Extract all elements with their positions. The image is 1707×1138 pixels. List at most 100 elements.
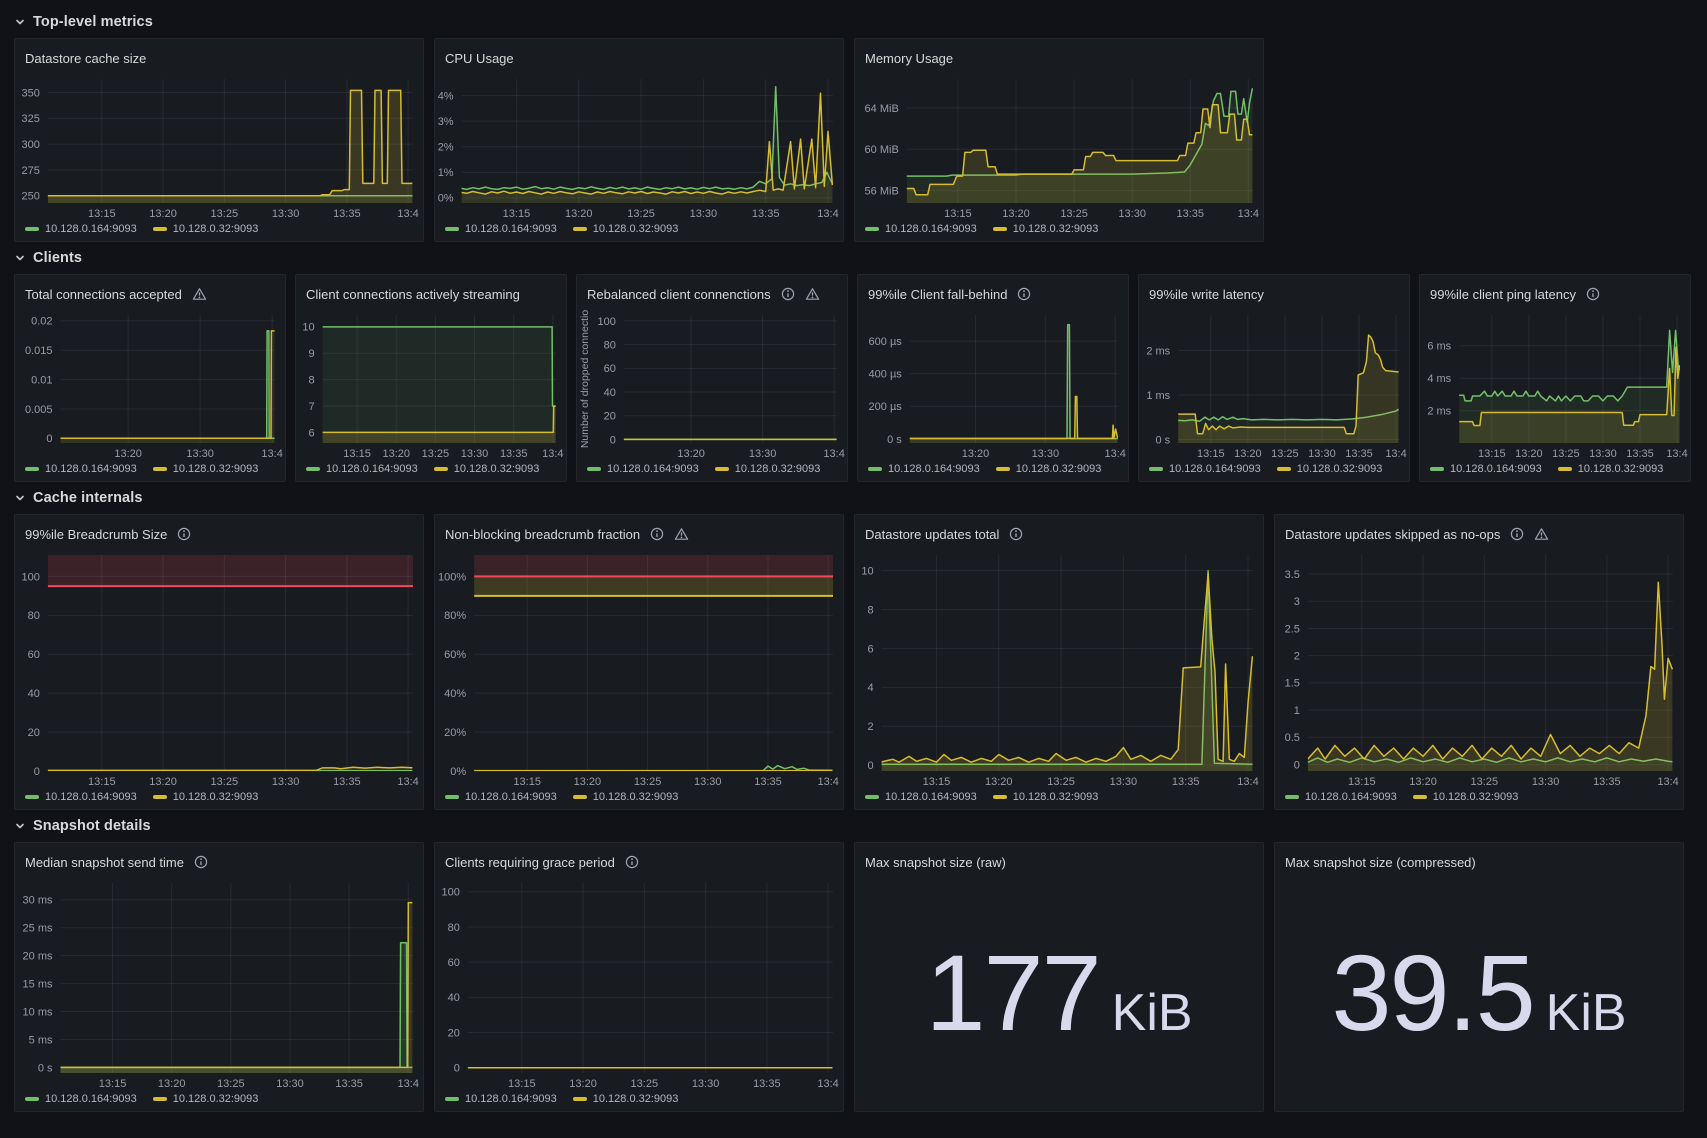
- panel-title[interactable]: Datastore cache size: [25, 50, 147, 66]
- legend-item-0[interactable]: 10.128.0.164:9093: [587, 463, 699, 475]
- chart-grace_period[interactable]: 0 20 40 60 80 100 13:15 13:20 13:25 13:30 13:35 13:…: [435, 875, 843, 1091]
- panel-header-max_compressed[interactable]: Max snapshot size (compressed): [1275, 843, 1683, 875]
- legend-item-0[interactable]: 10.128.0.164:9093: [25, 223, 137, 235]
- legend-item-0[interactable]: 10.128.0.164:9093: [865, 791, 977, 803]
- section-header-1[interactable]: Clients: [14, 246, 1693, 270]
- chart-nonblocking_fraction[interactable]: 0% 20% 40% 60% 80% 100% 13:15 13:20 13:25 13:30 13…: [435, 547, 843, 789]
- legend-item-1[interactable]: 10.128.0.32:9093: [572, 223, 678, 235]
- chevron-down-icon[interactable]: [14, 820, 26, 832]
- chart-cpu_usage[interactable]: 0% 1% 2% 3% 4% 13:15 13:20 13:25 13:30 13:35 13:4: [435, 71, 843, 221]
- legend-item-0[interactable]: 10.128.0.164:9093: [445, 1093, 557, 1105]
- warning-icon[interactable]: [1534, 527, 1549, 541]
- section-header-0[interactable]: Top-level metrics: [14, 10, 1693, 34]
- panel-header-max_raw[interactable]: Max snapshot size (raw): [855, 843, 1263, 875]
- chevron-down-icon[interactable]: [14, 16, 26, 28]
- chart-updates_noops[interactable]: 0 0.5 1 1.5 2 2.5 3 3.5 13:15 13:20 13:25 13:30 13:3…: [1275, 547, 1683, 789]
- panel-header-rebalanced[interactable]: Rebalanced client connenctions: [577, 275, 847, 307]
- chart-fall_behind[interactable]: 0 s 200 µs 400 µs 600 µs 13:20 13:30 13:4: [858, 307, 1128, 461]
- legend-item-0[interactable]: 10.128.0.164:9093: [445, 791, 557, 803]
- panel-title[interactable]: 99%ile client ping latency: [1430, 286, 1576, 302]
- panel-title[interactable]: Max snapshot size (raw): [865, 854, 1006, 870]
- legend-item-1[interactable]: 10.128.0.32:9093: [152, 1093, 258, 1105]
- info-icon[interactable]: [1017, 287, 1031, 301]
- panel-header-updates_noops[interactable]: Datastore updates skipped as no-ops: [1275, 515, 1683, 547]
- panel-header-breadcrumb_size[interactable]: 99%ile Breadcrumb Size: [15, 515, 423, 547]
- legend-item-1[interactable]: 10.128.0.32:9093: [572, 791, 678, 803]
- panel-title[interactable]: Datastore updates total: [865, 526, 1000, 542]
- panel-header-updates_total[interactable]: Datastore updates total: [855, 515, 1263, 547]
- legend-item-0[interactable]: 10.128.0.164:9093: [25, 791, 137, 803]
- legend-item-0[interactable]: 10.128.0.164:9093: [445, 223, 557, 235]
- legend-item-1[interactable]: 10.128.0.32:9093: [572, 1093, 678, 1105]
- panel-header-memory_usage[interactable]: Memory Usage: [855, 39, 1263, 71]
- panel-title[interactable]: Rebalanced client connenctions: [587, 286, 771, 302]
- panel-title[interactable]: Client connections actively streaming: [306, 286, 520, 302]
- panel-title[interactable]: Median snapshot send time: [25, 854, 184, 870]
- legend-item-0[interactable]: 10.128.0.164:9093: [306, 463, 418, 475]
- legend-item-0[interactable]: 10.128.0.164:9093: [1149, 463, 1261, 475]
- chart-write_latency[interactable]: 0 s 1 ms 2 ms 13:15 13:20 13:25 13:30 13:35 13:4: [1139, 307, 1409, 461]
- legend-item-0[interactable]: 10.128.0.164:9093: [25, 1093, 137, 1105]
- panel-title[interactable]: Total connections accepted: [25, 286, 182, 302]
- info-icon[interactable]: [625, 855, 639, 869]
- legend-item-1[interactable]: 10.128.0.32:9093: [1412, 791, 1518, 803]
- info-icon[interactable]: [194, 855, 208, 869]
- legend-item-1[interactable]: 10.128.0.32:9093: [714, 463, 820, 475]
- legend-item-1[interactable]: 10.128.0.32:9093: [995, 463, 1101, 475]
- panel-header-cpu_usage[interactable]: CPU Usage: [435, 39, 843, 71]
- chart-updates_total[interactable]: 0 2 4 6 8 10 13:15 13:20 13:25 13:30 13:35 13:4: [855, 547, 1263, 789]
- panel-header-cache_size[interactable]: Datastore cache size: [15, 39, 423, 71]
- chart-cache_size[interactable]: 250 275 300 325 350 13:15 13:20 13:25 13:30 13:35…: [15, 71, 423, 221]
- legend-item-1[interactable]: 10.128.0.32:9093: [152, 223, 258, 235]
- chevron-down-icon[interactable]: [14, 492, 26, 504]
- panel-header-ping_latency[interactable]: 99%ile client ping latency: [1420, 275, 1690, 307]
- panel-title[interactable]: Datastore updates skipped as no-ops: [1285, 526, 1501, 542]
- panel-title[interactable]: 99%ile write latency: [1149, 286, 1264, 302]
- chart-median_send[interactable]: 0 s 5 ms 10 ms 15 ms 20 ms 25 ms 30 ms 13:15 13:…: [15, 875, 423, 1091]
- chart-total_conns[interactable]: 0 0.005 0.01 0.015 0.02 13:20 13:30 13:4: [15, 307, 285, 461]
- warning-icon[interactable]: [805, 287, 820, 301]
- panel-header-write_latency[interactable]: 99%ile write latency: [1139, 275, 1409, 307]
- chevron-down-icon[interactable]: [14, 252, 26, 264]
- info-icon[interactable]: [1009, 527, 1023, 541]
- legend-item-0[interactable]: 10.128.0.164:9093: [868, 463, 980, 475]
- legend-item-0[interactable]: 10.128.0.164:9093: [865, 223, 977, 235]
- chart-streaming[interactable]: 6 7 8 9 10 13:15 13:20 13:25 13:30 13:35 13:4: [296, 307, 566, 461]
- warning-icon[interactable]: [192, 287, 207, 301]
- panel-title[interactable]: 99%ile Client fall-behind: [868, 286, 1008, 302]
- panel-title[interactable]: Non-blocking breadcrumb fraction: [445, 526, 641, 542]
- panel-header-fall_behind[interactable]: 99%ile Client fall-behind: [858, 275, 1128, 307]
- panel-header-total_conns[interactable]: Total connections accepted: [15, 275, 285, 307]
- legend-item-1[interactable]: 10.128.0.32:9093: [152, 463, 258, 475]
- chart-memory_usage[interactable]: 56 MiB 60 MiB 64 MiB 13:15 13:20 13:25 13:30 13…: [855, 71, 1263, 221]
- chart-rebalanced[interactable]: 0 20 40 60 80 100 13:20 13:30 13:4 Number of drop…: [577, 307, 847, 461]
- section-header-2[interactable]: Cache internals: [14, 486, 1693, 510]
- legend-item-1[interactable]: 10.128.0.32:9093: [992, 223, 1098, 235]
- legend-item-0[interactable]: 10.128.0.164:9093: [25, 463, 137, 475]
- info-icon[interactable]: [781, 287, 795, 301]
- panel-title[interactable]: Max snapshot size (compressed): [1285, 854, 1476, 870]
- panel-header-streaming[interactable]: Client connections actively streaming: [296, 275, 566, 307]
- chart-ping_latency[interactable]: 2 ms 4 ms 6 ms 13:15 13:20 13:25 13:30 13:35 13:…: [1420, 307, 1690, 461]
- panel-title[interactable]: Memory Usage: [865, 50, 954, 66]
- legend-item-1[interactable]: 10.128.0.32:9093: [433, 463, 539, 475]
- panel-title[interactable]: Clients requiring grace period: [445, 854, 615, 870]
- legend-item-0[interactable]: 10.128.0.164:9093: [1430, 463, 1542, 475]
- legend-item-1[interactable]: 10.128.0.32:9093: [1557, 463, 1663, 475]
- panel-header-median_send[interactable]: Median snapshot send time: [15, 843, 423, 875]
- panel-header-grace_period[interactable]: Clients requiring grace period: [435, 843, 843, 875]
- legend-item-1[interactable]: 10.128.0.32:9093: [992, 791, 1098, 803]
- info-icon[interactable]: [1586, 287, 1600, 301]
- info-icon[interactable]: [650, 527, 664, 541]
- legend-item-0[interactable]: 10.128.0.164:9093: [1285, 791, 1397, 803]
- legend-item-1[interactable]: 10.128.0.32:9093: [1276, 463, 1382, 475]
- panel-title[interactable]: 99%ile Breadcrumb Size: [25, 526, 168, 542]
- panel-header-nonblocking_fraction[interactable]: Non-blocking breadcrumb fraction: [435, 515, 843, 547]
- info-icon[interactable]: [1510, 527, 1524, 541]
- legend-item-1[interactable]: 10.128.0.32:9093: [152, 791, 258, 803]
- warning-icon[interactable]: [674, 527, 689, 541]
- panel-title[interactable]: CPU Usage: [445, 50, 514, 66]
- section-header-3[interactable]: Snapshot details: [14, 814, 1693, 838]
- info-icon[interactable]: [177, 527, 191, 541]
- chart-breadcrumb_size[interactable]: 0 20 40 60 80 100 13:15 13:20 13:25 13:30 13:35 13:…: [15, 547, 423, 789]
